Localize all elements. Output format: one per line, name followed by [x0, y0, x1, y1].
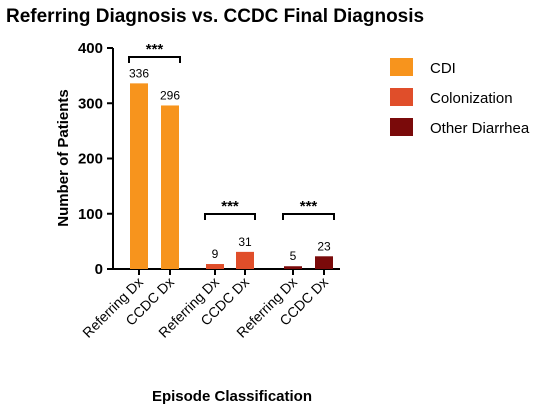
data-label: 9: [212, 247, 219, 261]
bar-cdi-1: [161, 105, 179, 270]
bar-cdi-0: [130, 83, 148, 269]
y-tick-label: 400: [78, 40, 103, 57]
chart-title: Referring Diagnosis vs. CCDC Final Diagn…: [6, 6, 424, 27]
legend-swatch: [390, 88, 413, 106]
legend: CDI Colonization Other Diarrhea: [390, 58, 530, 137]
significance-label: ***: [221, 198, 239, 215]
bar-other-diarrhea-0: [284, 266, 302, 269]
significance-label: ***: [300, 198, 318, 215]
data-label: 296: [160, 88, 180, 102]
bar-colonization-1: [236, 251, 254, 269]
y-tick-label: 100: [78, 206, 103, 223]
bar-other-diarrhea-1: [315, 256, 333, 269]
legend-swatch: [390, 118, 413, 136]
y-axis-title: Number of Patients: [55, 89, 72, 227]
bar-colonization-0: [206, 264, 224, 269]
data-label: 336: [129, 66, 149, 80]
legend-label: Other Diarrhea: [430, 120, 530, 137]
legend-swatch: [390, 58, 413, 76]
y-tick-label: 300: [78, 95, 103, 112]
x-axis-title: Episode Classification: [152, 388, 312, 405]
data-label: 5: [290, 249, 297, 263]
significance-bracket: [204, 213, 256, 220]
significance-bracket: [128, 56, 181, 63]
significance-label: ***: [146, 41, 164, 58]
legend-label: Colonization: [430, 90, 513, 107]
legend-label: CDI: [430, 60, 456, 77]
y-tick-label: 200: [78, 151, 103, 168]
significance-bracket: [282, 213, 335, 220]
y-tick-label: 0: [95, 261, 103, 278]
data-label: 23: [317, 239, 331, 253]
data-label: 31: [238, 235, 252, 249]
